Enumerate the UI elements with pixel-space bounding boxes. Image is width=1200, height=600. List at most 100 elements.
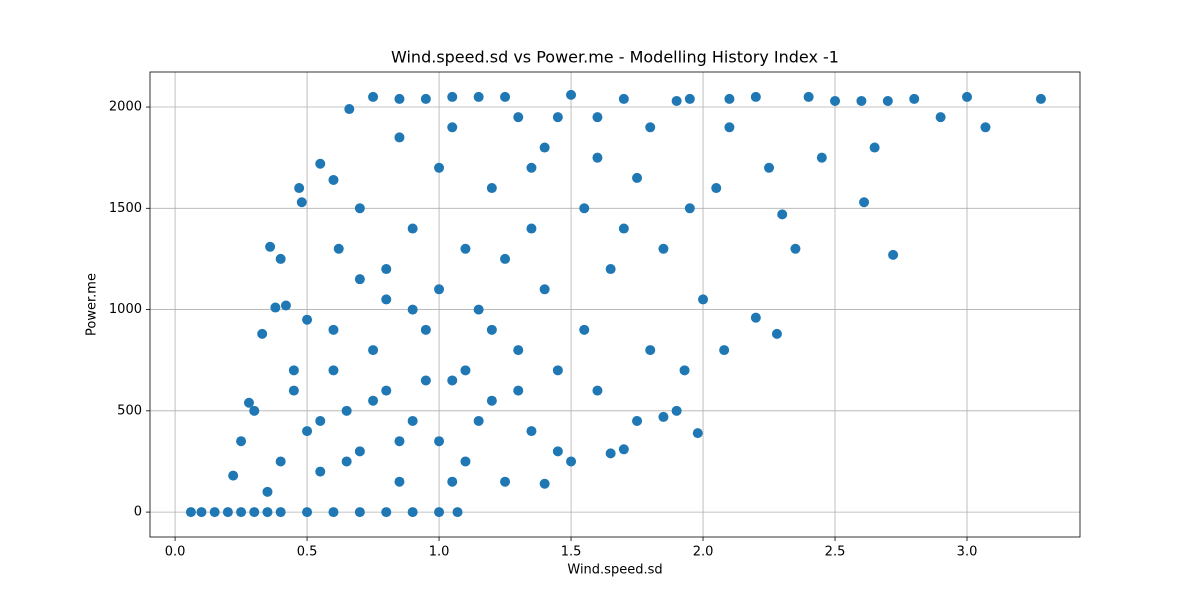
point — [420, 93, 431, 104]
point — [249, 405, 260, 416]
x-tick-label: 1.0 — [429, 545, 450, 560]
point — [632, 415, 643, 426]
point — [249, 507, 260, 518]
x-tick-label: 1.5 — [561, 545, 582, 560]
points — [185, 89, 1046, 518]
point — [288, 385, 299, 396]
point — [859, 197, 870, 208]
point — [882, 95, 893, 106]
point — [381, 507, 392, 518]
point — [618, 223, 629, 234]
point — [275, 507, 286, 518]
point — [354, 446, 365, 457]
point — [228, 470, 239, 481]
point — [368, 345, 379, 356]
point — [328, 174, 339, 185]
point — [209, 507, 220, 518]
x-tick-label: 3.0 — [957, 545, 978, 560]
point — [645, 345, 656, 356]
point — [236, 436, 247, 447]
point — [420, 375, 431, 386]
point — [526, 162, 537, 173]
point — [719, 345, 730, 356]
point — [280, 300, 291, 311]
point — [447, 122, 458, 133]
point — [566, 89, 577, 100]
point — [750, 312, 761, 323]
point — [750, 91, 761, 102]
point — [500, 91, 511, 102]
point — [296, 197, 307, 208]
point — [394, 476, 405, 487]
point — [302, 426, 313, 437]
point — [447, 476, 458, 487]
plot-frame — [149, 71, 1081, 538]
point — [684, 203, 695, 214]
point — [407, 223, 418, 234]
point — [473, 304, 484, 315]
point — [315, 415, 326, 426]
point — [288, 365, 299, 376]
point — [962, 91, 973, 102]
point — [315, 158, 326, 169]
point — [381, 385, 392, 396]
y-tick-label: 0 — [134, 505, 142, 520]
point — [605, 448, 616, 459]
grid — [146, 72, 1080, 541]
point — [222, 507, 233, 518]
point — [869, 142, 880, 153]
point — [333, 243, 344, 254]
y-tick-label: 1000 — [109, 302, 142, 317]
x-tick-label: 2.0 — [693, 545, 714, 560]
point — [265, 241, 276, 252]
point — [724, 93, 735, 104]
point — [315, 466, 326, 477]
point — [196, 507, 207, 518]
point — [473, 415, 484, 426]
point — [679, 365, 690, 376]
y-axis-label: Power.me — [85, 273, 100, 336]
point — [294, 183, 305, 194]
point — [980, 122, 991, 133]
x-tick-label: 0.0 — [165, 545, 186, 560]
point — [185, 507, 196, 518]
point — [909, 93, 920, 104]
point — [381, 294, 392, 305]
point — [270, 302, 281, 313]
point — [328, 324, 339, 335]
point — [434, 162, 445, 173]
point — [460, 456, 471, 467]
point — [592, 152, 603, 163]
point — [526, 426, 537, 437]
x-tick-label: 2.5 — [825, 545, 846, 560]
point — [803, 91, 814, 102]
point — [698, 294, 709, 305]
point — [790, 243, 801, 254]
point — [618, 444, 629, 455]
point — [486, 183, 497, 194]
point — [381, 264, 392, 275]
point — [526, 223, 537, 234]
point — [302, 314, 313, 325]
point — [500, 476, 511, 487]
point — [592, 385, 603, 396]
point — [935, 112, 946, 123]
x-axis-label: Wind.speed.sd — [567, 563, 662, 578]
point — [684, 93, 695, 104]
point — [552, 112, 563, 123]
point — [257, 328, 268, 339]
point — [888, 249, 899, 260]
point — [275, 253, 286, 264]
point — [856, 95, 867, 106]
point — [513, 112, 524, 123]
point — [236, 507, 247, 518]
point — [764, 162, 775, 173]
point — [500, 253, 511, 264]
point — [447, 91, 458, 102]
point — [460, 365, 471, 376]
point — [434, 284, 445, 295]
point — [539, 284, 550, 295]
point — [513, 345, 524, 356]
